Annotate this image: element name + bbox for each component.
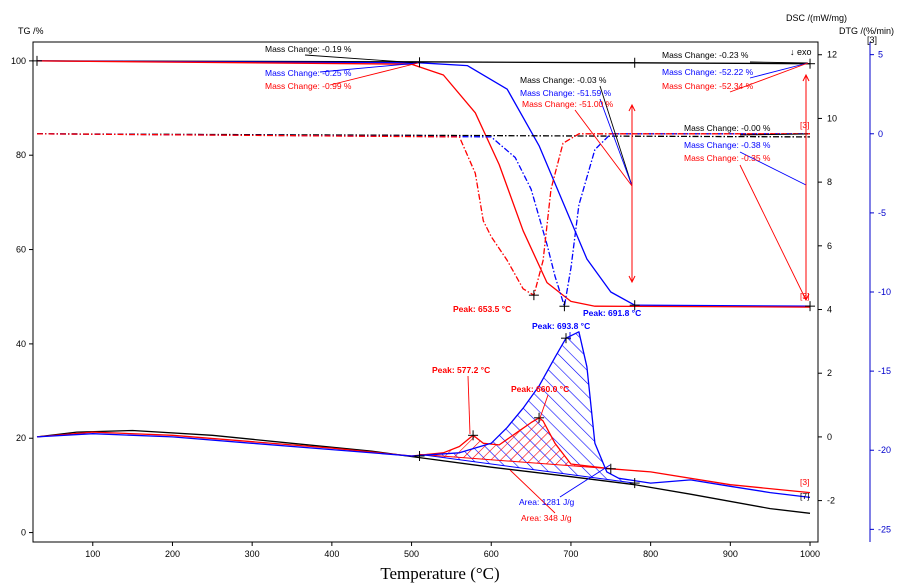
leader-line: [599, 98, 633, 187]
tg-curve: [36, 60, 811, 307]
mass-change-label: Mass Change: -51.00 %: [522, 99, 614, 109]
dtg-axis-subtitle: [3]: [867, 35, 877, 45]
dsc-area-label: Area: 1281 J/g: [519, 497, 575, 507]
dsc-tick-label: 8: [827, 177, 832, 187]
x-tick-label: 300: [245, 549, 260, 559]
dtg-tick-label: -10: [878, 287, 891, 297]
dsc-blue-baseline: [419, 453, 635, 484]
dsc-tick-label: -2: [827, 496, 835, 506]
leader-line: [749, 61, 809, 64]
leader-line: [319, 62, 419, 73]
x-tick-label: 600: [484, 549, 499, 559]
axis-ticks: 100 200 300 400 500 600 700 800 900 1000020406080…: [11, 50, 891, 559]
dtg-peak-label: Peak: 691.8 °C: [583, 308, 641, 318]
mass-loss-arrow: [628, 275, 636, 284]
plot-frame: [32, 41, 819, 543]
leader-line: [739, 164, 807, 301]
dsc-peak-label: Peak: 660.0 °C: [511, 384, 569, 394]
dsc-curve: [36, 331, 811, 499]
dsc-area-label: Area: 348 J/g: [521, 513, 572, 523]
leader-line: [509, 469, 556, 514]
dsc-blue-peak-area: [419, 331, 635, 484]
dsc-tick-label: 2: [827, 368, 832, 378]
x-tick-label: 200: [165, 549, 180, 559]
dtg-tick-label: 0: [878, 129, 883, 139]
mass-change-label: Mass Change: -51.59 %: [520, 88, 612, 98]
tg-tick-label: 20: [16, 433, 26, 443]
mass-change-label: Mass Change: -0.38 %: [684, 140, 771, 150]
tg-tick-label: 100: [11, 56, 26, 66]
curves: [36, 60, 811, 514]
x-tick-label: 400: [324, 549, 339, 559]
dsc-tick-label: 10: [827, 113, 837, 123]
leader-line: [739, 151, 807, 186]
dsc-red-peak-area: [419, 417, 611, 469]
curve-tag: [7]: [800, 491, 809, 501]
x-tick-label: 100: [85, 549, 100, 559]
leader-line: [739, 133, 809, 136]
dsc-tick-label: 0: [827, 432, 832, 442]
mass-change-label: Mass Change: -0.35 %: [684, 153, 771, 163]
mass-change-label: Mass Change: -0.00 %: [684, 123, 771, 133]
dtg-curve: [36, 133, 810, 296]
dsc-tick-label: 4: [827, 305, 832, 315]
mass-change-label: Mass Change: -52.22 %: [662, 67, 754, 77]
leader-line: [329, 62, 419, 86]
x-tick-label: 1000: [800, 549, 820, 559]
x-tick-label: 900: [723, 549, 738, 559]
dtg-peak-label: Peak: 653.5 °C: [453, 304, 511, 314]
dtg-tick-label: -20: [878, 445, 891, 455]
mass-change-label: Mass Change: -0.25 %: [265, 68, 352, 78]
tg-axis-title: TG /%: [18, 26, 44, 36]
leader-line: [467, 375, 471, 435]
curve-tag: [3]: [800, 291, 809, 301]
dsc-peak-areas: [419, 331, 635, 484]
dsc-red-baseline: [419, 453, 611, 470]
dtg-tick-label: 5: [878, 50, 883, 60]
x-tick-label: 700: [563, 549, 578, 559]
dsc-peak-label: Peak: 577.2 °C: [432, 365, 490, 375]
dtg-tick-label: -25: [878, 524, 891, 534]
x-tick-label: 500: [404, 549, 419, 559]
leader-line: [304, 54, 419, 64]
curve-tag: [3]: [800, 120, 809, 130]
dtg-axis-title: DTG /(%/min): [839, 26, 894, 36]
leader-line: [539, 394, 549, 419]
mass-change-label: Mass Change: -0.99 %: [265, 81, 352, 91]
mass-loss-arrow: [802, 73, 810, 82]
x-axis-title: Temperature (°C): [380, 564, 499, 583]
dsc-tick-label: 6: [827, 241, 832, 251]
exo-indicator: ↓ exo: [790, 47, 812, 57]
leader-line: [559, 464, 611, 498]
dsc-curve: [36, 417, 811, 494]
leader-line: [749, 62, 809, 79]
curve-tag: [3]: [800, 477, 809, 487]
mass-change-label: Mass Change: -0.23 %: [662, 50, 749, 60]
markers: [31, 55, 816, 489]
dsc-curve: [36, 429, 811, 514]
mass-change-label: Mass Change: -52.34 %: [662, 81, 754, 91]
dsc-peak-label: Peak: 693.8 °C: [532, 321, 590, 331]
tg-tick-label: 0: [21, 528, 26, 538]
mass-loss-arrow: [802, 293, 810, 302]
leader-line: [574, 109, 633, 187]
annotation-leaders: [304, 54, 810, 514]
mass-change-label: Mass Change: -0.19 %: [265, 44, 352, 54]
tg-tick-label: 60: [16, 245, 26, 255]
dtg-tick-label: -15: [878, 366, 891, 376]
leader-line: [599, 85, 633, 187]
dsc-tick-label: 12: [827, 50, 837, 60]
dtg-curve: [36, 133, 810, 307]
tg-curve: [36, 60, 811, 308]
mass-change-label: Mass Change: -0.03 %: [520, 75, 607, 85]
dtg-tick-label: -5: [878, 208, 886, 218]
tg-tick-label: 40: [16, 339, 26, 349]
leader-line: [729, 62, 809, 93]
tg-tick-label: 80: [16, 150, 26, 160]
x-tick-label: 800: [643, 549, 658, 559]
dsc-axis-title: DSC /(mW/mg): [786, 13, 847, 23]
mass-loss-arrow: [628, 103, 636, 112]
